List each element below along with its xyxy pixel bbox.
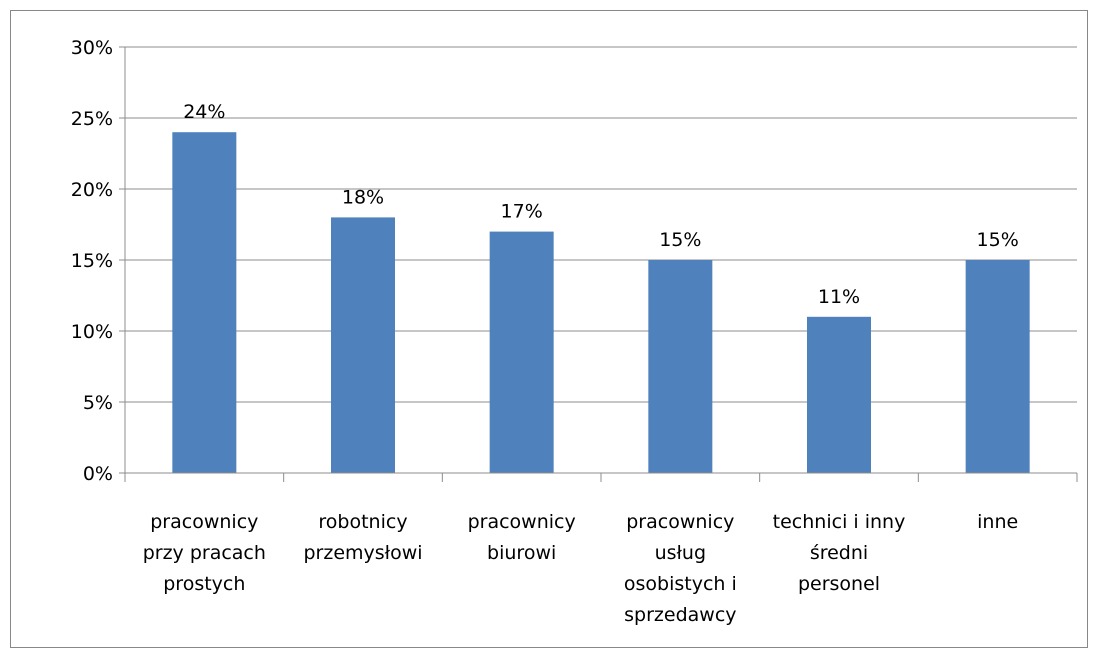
y-tick-label: 0% [83, 463, 113, 485]
y-tick-label: 5% [83, 392, 113, 414]
x-tick-label: pracownicy przy pracach prostych [143, 511, 266, 595]
bar [331, 217, 395, 473]
bar [489, 231, 554, 473]
data-label: 15% [659, 229, 701, 251]
bar [965, 260, 1030, 473]
y-tick-label: 15% [71, 250, 113, 272]
x-tick-label: pracownicy biurowi [468, 511, 576, 564]
bar [648, 260, 713, 473]
bar [807, 316, 871, 473]
data-label: 24% [183, 101, 225, 123]
x-tick-label: pracownicy usług osobistych i sprzedawcy [624, 511, 737, 626]
data-label: 11% [818, 286, 860, 308]
data-label: 18% [342, 186, 384, 208]
y-tick-label: 25% [71, 108, 113, 130]
x-tick-label: inne [977, 511, 1018, 533]
y-tick-label: 10% [71, 321, 113, 343]
y-tick-label: 20% [71, 179, 113, 201]
data-label: 17% [501, 201, 543, 223]
x-tick-label: robotnicy przemysłowi [303, 511, 422, 564]
data-label: 15% [977, 229, 1019, 251]
bar [172, 132, 237, 473]
x-tick-label: technici i inny średni personel [773, 511, 906, 595]
y-tick-label: 30% [71, 37, 113, 59]
